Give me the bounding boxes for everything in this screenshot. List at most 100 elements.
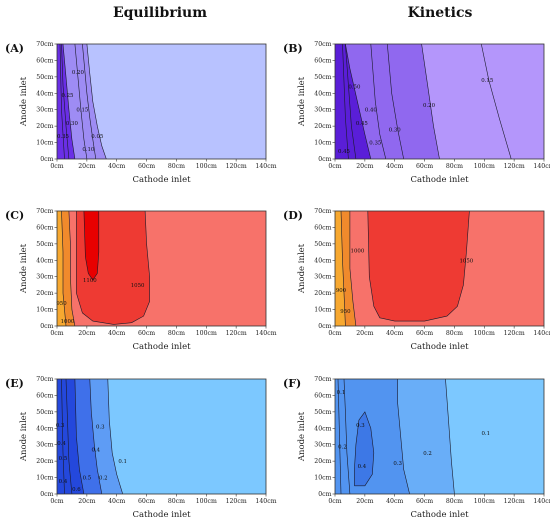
contour-line-3 [74, 379, 85, 494]
y-tick-label: 60cm [36, 392, 53, 399]
contour-line-3 [354, 411, 375, 487]
x-tick-label: 100cm [474, 163, 495, 170]
y-tick-label: 40cm [36, 90, 53, 97]
y-tick-label: 70cm [314, 208, 331, 215]
y-tick-label: 0cm [318, 156, 331, 163]
contour-region-3 [83, 211, 99, 280]
contour-label: 0.2 [99, 476, 108, 482]
contour-fill [57, 379, 266, 494]
x-tick-label: 40cm [386, 163, 403, 170]
x-tick-label: 120cm [226, 163, 247, 170]
y-tick-label: 0cm [40, 491, 53, 498]
contour-region-3 [335, 44, 371, 159]
y-tick-label: 30cm [314, 442, 331, 449]
y-tick-label: 40cm [314, 90, 331, 97]
contour-line-5 [61, 44, 70, 159]
y-tick-label: 70cm [314, 41, 331, 48]
y-tick-label: 0cm [318, 323, 331, 330]
x-tick-label: 60cm [416, 498, 433, 505]
plot-frame [56, 43, 267, 160]
contour-label: 0.45 [356, 121, 369, 127]
contour-label: 0.3 [393, 461, 402, 467]
contour-label: 950 [340, 309, 351, 315]
contour-label: 0.3 [56, 423, 65, 429]
y-tick-label: 10cm [314, 475, 331, 482]
x-tick-label: 60cm [138, 163, 155, 170]
y-tick-label: 60cm [36, 224, 53, 231]
contour-label: 0.50 [348, 85, 361, 91]
contour-line-5 [337, 379, 342, 494]
y-tick-label: 40cm [36, 257, 53, 264]
panel-2: 0.15 0.20 0.30 0.35 0.40 0.45 0.50 0.45 0cm 20cm 4… [283, 41, 550, 185]
panel-letter: (F) [283, 377, 301, 390]
x-tick-label: 100cm [196, 498, 217, 505]
contour-label: 1100 [83, 278, 97, 284]
x-tick-label: 40cm [108, 330, 125, 337]
contour-label: 0.35 [57, 134, 70, 140]
y-tick-label: 0cm [318, 491, 331, 498]
y-tick-label: 20cm [36, 458, 53, 465]
contour-line-3 [387, 44, 404, 159]
y-tick-label: 20cm [314, 458, 331, 465]
panel-letter: (A) [5, 42, 24, 55]
x-tick-label: 80cm [168, 163, 185, 170]
y-tick-label: 60cm [314, 57, 331, 64]
contour-region-1 [57, 44, 266, 159]
y-axis-label: Anode inlet [297, 76, 307, 127]
contour-label: 0.25 [61, 93, 74, 99]
x-tick-label: 120cm [504, 498, 525, 505]
contour-line-3 [340, 211, 346, 326]
y-tick-label: 30cm [314, 107, 331, 114]
contour-fill [335, 379, 544, 494]
y-tick-label: 10cm [36, 307, 53, 314]
contour-line-1 [107, 379, 123, 494]
contour-line-6 [345, 44, 357, 159]
x-tick-label: 80cm [168, 330, 185, 337]
y-tick-label: 30cm [36, 274, 53, 281]
x-tick-label: 0cm [50, 330, 63, 337]
contour-region-2 [367, 211, 470, 322]
panel-letter: (C) [5, 209, 24, 222]
contour-label: 0.5 [59, 456, 68, 462]
contour-label: 950 [56, 301, 67, 307]
y-tick-label: 50cm [36, 409, 53, 416]
y-tick-label: 10cm [314, 140, 331, 147]
x-axis-label: Cathode inlet [410, 510, 469, 520]
y-tick-label: 60cm [314, 392, 331, 399]
contour-label: 0.15 [76, 108, 89, 114]
x-tick-label: 20cm [356, 163, 373, 170]
x-tick-label: 140cm [255, 498, 276, 505]
contour-line-1 [445, 379, 455, 494]
x-tick-label: 60cm [138, 330, 155, 337]
x-tick-label: 20cm [356, 498, 373, 505]
contour-line-5 [61, 379, 65, 494]
y-tick-label: 10cm [36, 475, 53, 482]
x-tick-label: 100cm [474, 330, 495, 337]
y-tick-label: 50cm [36, 74, 53, 81]
x-tick-label: 40cm [386, 498, 403, 505]
contour-label: 0.10 [82, 147, 95, 153]
x-tick-label: 40cm [108, 163, 125, 170]
contour-region-3 [335, 379, 410, 494]
x-tick-label: 120cm [504, 163, 525, 170]
contour-label: 1050 [131, 283, 145, 289]
contour-fill [57, 211, 266, 326]
contour-line-2 [82, 44, 97, 159]
contour-line-4 [343, 379, 351, 494]
x-tick-label: 100cm [474, 498, 495, 505]
contour-label: 0.40 [365, 108, 378, 114]
contour-label: 0.45 [338, 149, 351, 155]
contour-region-5 [57, 211, 66, 326]
contour-label: 0.1 [481, 431, 490, 437]
x-tick-label: 60cm [416, 163, 433, 170]
plot-frame [334, 210, 545, 327]
x-tick-label: 140cm [255, 163, 276, 170]
y-tick-label: 0cm [40, 156, 53, 163]
contour-label: 0.30 [66, 121, 79, 127]
panel-letter: (D) [283, 209, 303, 222]
contour-label: 1000 [351, 248, 365, 254]
y-tick-label: 70cm [314, 376, 331, 383]
contour-line-7 [342, 44, 349, 159]
contour-line-1 [367, 211, 470, 322]
